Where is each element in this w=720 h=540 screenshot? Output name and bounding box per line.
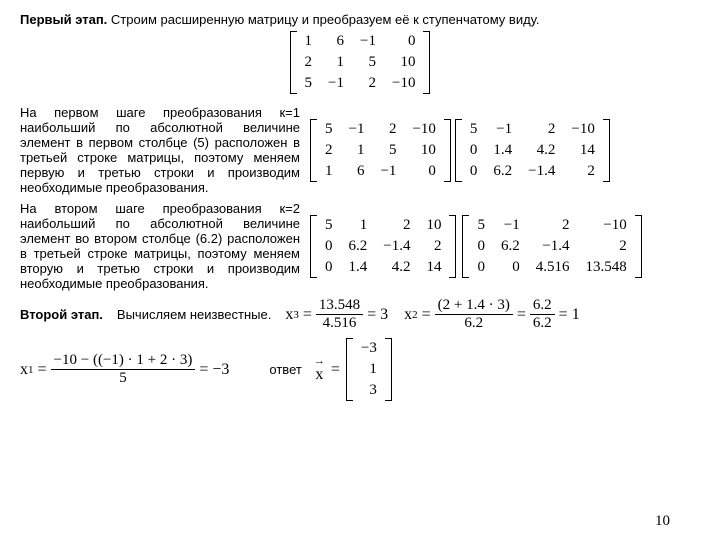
step2-row: На втором шаге преобразования к=2 наибол… (20, 201, 700, 291)
x3-eq: x3 = 13.5484.516 =3 (285, 297, 388, 332)
step1-row: На первом шаге преобразования к=1 наибол… (20, 105, 700, 195)
x2-eq: x2 = (2 + 1.4 · 3)6.2 = 6.26.2 =1 (404, 297, 580, 332)
stage1-title-bold: Первый этап. (20, 12, 107, 27)
step1-text: На первом шаге преобразования к=1 наибол… (20, 105, 300, 195)
initial-matrix: 16−10215105−12−10 (290, 31, 431, 94)
x1-eq: x1 = −10 − ((−1) · 1 + 2 · 3)5 =−3 (20, 352, 229, 387)
answer-row: x1 = −10 − ((−1) · 1 + 2 · 3)5 =−3 ответ… (20, 338, 700, 401)
answer-matrix: −313 (346, 338, 392, 401)
step1-matrix-left: 5−12−102151016−10 (310, 119, 451, 182)
stage1-heading: Первый этап. Строим расширенную матрицу … (20, 12, 700, 27)
page-number: 10 (655, 513, 670, 530)
stage2-title-bold: Второй этап. (20, 307, 103, 322)
stage2-title-rest: Вычисляем неизвестные. (117, 307, 271, 322)
answer-label: ответ (269, 362, 301, 377)
step2-text: На втором шаге преобразования к=2 наибол… (20, 201, 300, 291)
stage2-row: Второй этап. Вычисляем неизвестные. x3 =… (20, 297, 700, 332)
step1-matrix-right: 5−12−1001.44.21406.2−1.42 (455, 119, 610, 182)
stage1-title-rest: Строим расширенную матрицу и преобразуем… (111, 12, 540, 27)
matrix0-table: 16−10215105−12−10 (297, 31, 424, 94)
step2-matrix-left: 5121006.2−1.4201.44.214 (310, 215, 456, 278)
step2-matrix-right: 5−12−1006.2−1.42004.51613.548 (462, 215, 641, 278)
answer-vec: → x = −313 (314, 338, 392, 401)
